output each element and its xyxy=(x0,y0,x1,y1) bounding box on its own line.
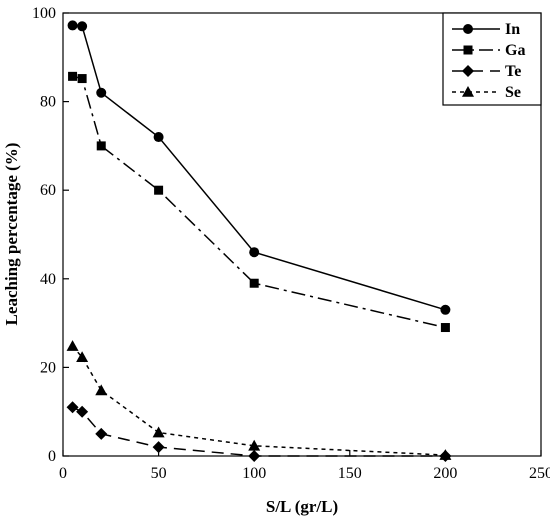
legend-marker-se xyxy=(462,86,474,97)
legend: In Ga Te Se xyxy=(442,12,542,106)
legend-label-te: Te xyxy=(505,63,521,80)
x-tick-label: 50 xyxy=(151,465,167,482)
legend-label-se: Se xyxy=(505,84,521,101)
series-ga xyxy=(68,71,450,333)
data-point-in xyxy=(440,304,451,315)
data-point-se xyxy=(439,449,452,460)
x-axis-title: S/L (gr/L) xyxy=(266,497,338,516)
legend-label-in: In xyxy=(505,21,520,38)
series-line-se xyxy=(71,345,446,456)
y-tick-label: 100 xyxy=(32,5,56,22)
axes: 0 50 100 150 200 250 0 20 40 60 80 100 xyxy=(32,5,550,482)
y-tick-label: 0 xyxy=(48,448,56,465)
legend-marker-te xyxy=(462,65,474,77)
y-axis-title: Leaching percentage (%) xyxy=(2,143,21,326)
data-point-se xyxy=(66,340,79,351)
y-tick-label: 40 xyxy=(40,271,56,288)
data-point-ga xyxy=(96,141,106,151)
data-point-in xyxy=(96,87,107,98)
data-point-in xyxy=(153,132,164,143)
data-point-in xyxy=(77,21,88,32)
data-point-te xyxy=(66,401,79,414)
data-point-in xyxy=(67,20,78,31)
legend-marker-ga xyxy=(463,45,473,55)
data-point-se xyxy=(152,426,165,438)
data-point-te xyxy=(248,450,261,462)
data-point-ga xyxy=(77,74,87,84)
data-point-se xyxy=(95,384,108,396)
data-point-se xyxy=(76,351,89,363)
y-tick-label: 60 xyxy=(40,182,56,199)
series-se xyxy=(66,340,452,460)
data-point-ga xyxy=(440,323,450,333)
legend-box xyxy=(442,12,542,106)
data-point-in xyxy=(249,247,260,258)
data-point-ga xyxy=(68,71,78,81)
legend-marker-in xyxy=(463,24,473,34)
y-tick-label: 20 xyxy=(40,359,56,376)
series-te xyxy=(66,401,452,462)
series-in xyxy=(67,20,451,315)
y-tick-label: 80 xyxy=(40,94,56,111)
x-tick-label: 250 xyxy=(529,465,550,482)
series-layer xyxy=(66,20,452,462)
data-point-te xyxy=(76,405,89,418)
x-tick-label: 200 xyxy=(433,465,457,482)
data-point-ga xyxy=(154,185,164,195)
legend-label-ga: Ga xyxy=(505,42,525,59)
data-point-ga xyxy=(249,278,259,288)
x-tick-label: 150 xyxy=(338,465,362,482)
data-point-se xyxy=(248,439,261,451)
x-tick-label: 0 xyxy=(59,465,67,482)
data-point-te xyxy=(95,427,108,440)
x-tick-label: 100 xyxy=(242,465,266,482)
data-point-te xyxy=(152,441,165,454)
